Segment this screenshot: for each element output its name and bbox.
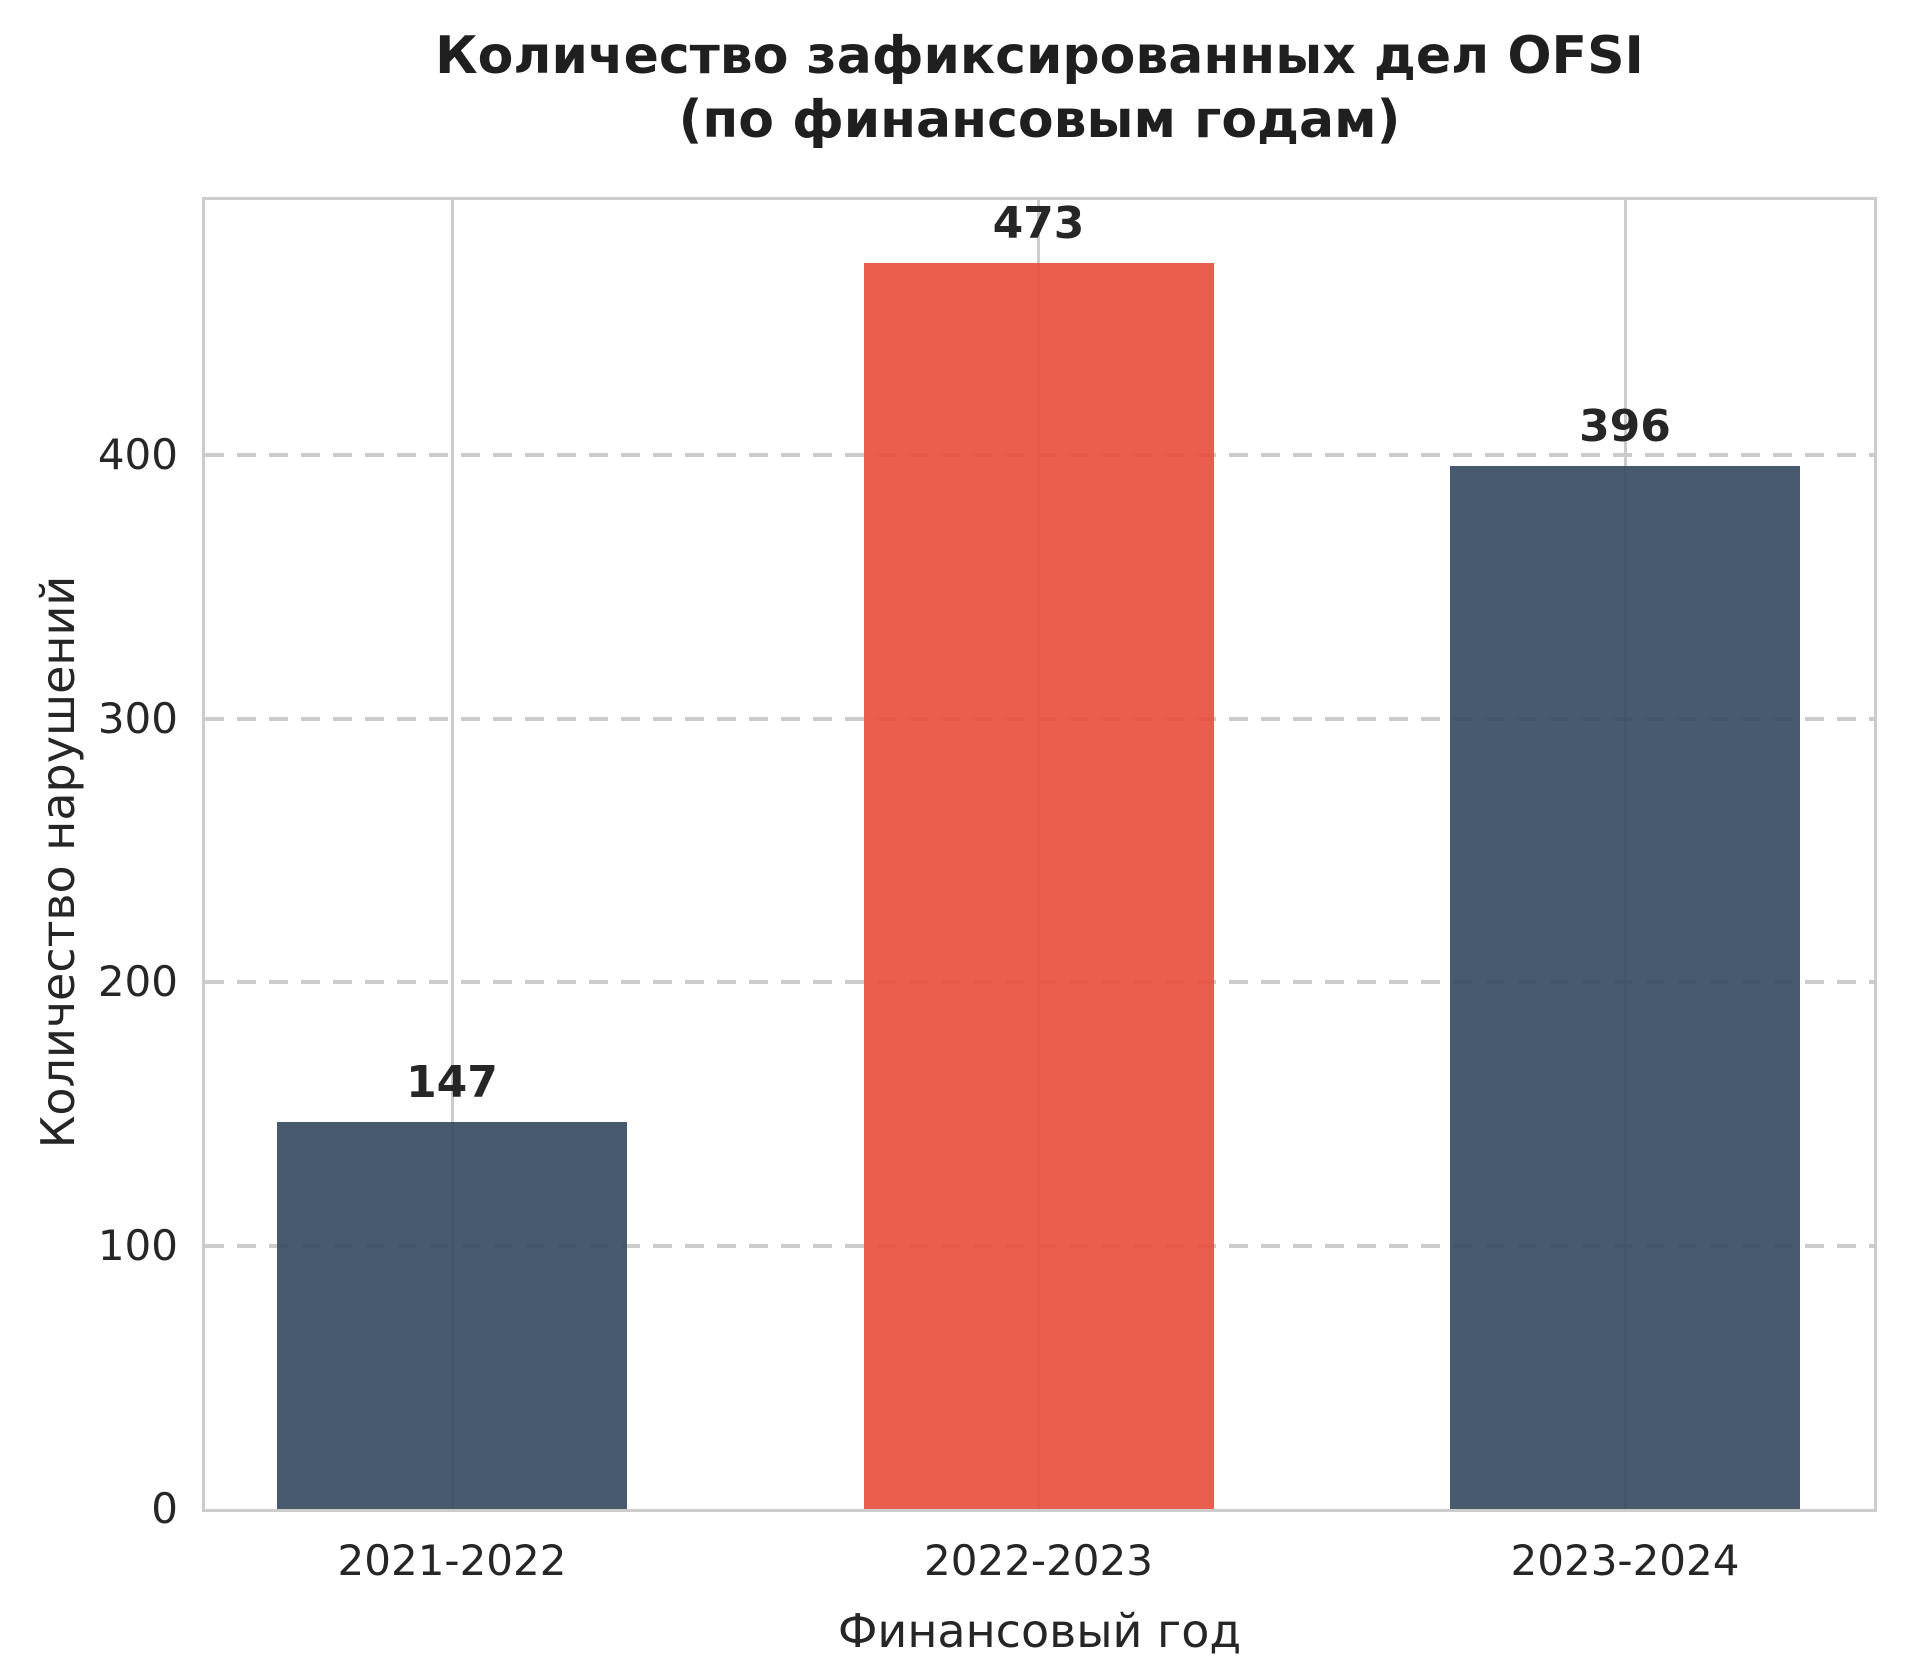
chart-title-line-1: Количество зафиксированных дел OFSI — [435, 26, 1644, 86]
y-tick-label: 100 — [97, 1220, 178, 1270]
chart-title-line-2: (по финансовым годам) — [678, 90, 1401, 150]
bar-2021-2022 — [277, 1121, 627, 1509]
y-tick-label: 0 — [151, 1484, 178, 1533]
y-axis-label-text: Количество нарушений — [31, 575, 85, 1149]
x-tick-label: 2022-2023 — [924, 1536, 1153, 1585]
bar-value-label: 396 — [1579, 401, 1671, 452]
plot-area: 147 473 396 — [202, 197, 1877, 1512]
bar-2023-2024 — [1450, 466, 1800, 1509]
bar-value-label: 147 — [406, 1056, 498, 1108]
x-axis-label: Финансовый год — [837, 1604, 1242, 1658]
x-tick-label: 2023-2024 — [1510, 1536, 1740, 1585]
bar-2022-2023 — [863, 263, 1214, 1509]
y-tick-label: 400 — [97, 430, 178, 480]
y-tick-label: 300 — [97, 693, 178, 743]
chart-title: Количество зафиксированных дел OFSI (по … — [202, 24, 1877, 152]
vertical-gridline — [450, 200, 454, 1509]
y-tick-label: 200 — [97, 957, 178, 1007]
bar-value-label: 473 — [992, 198, 1085, 250]
x-tick-label: 2021-2022 — [337, 1536, 567, 1585]
